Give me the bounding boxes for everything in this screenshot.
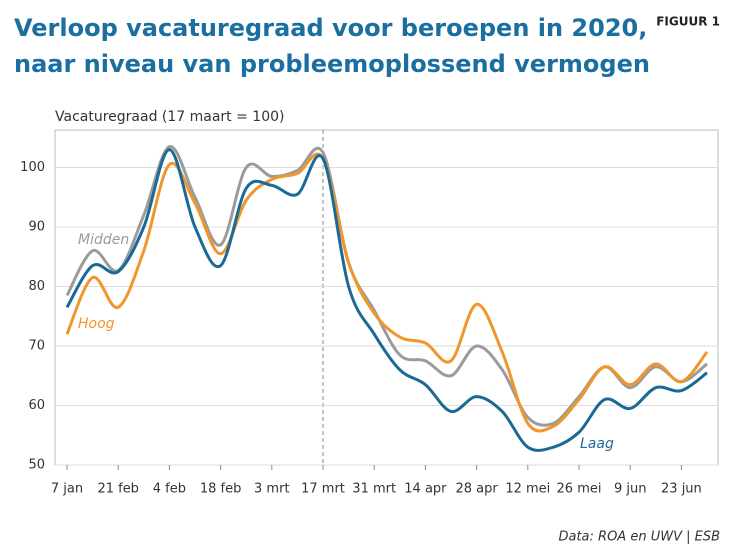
figure-label: FIGUUR 1 bbox=[656, 15, 720, 29]
series-line bbox=[65, 145, 708, 427]
x-tick-label: 7 jan bbox=[51, 482, 83, 497]
x-tick-label: 23 jun bbox=[661, 482, 702, 497]
series-line bbox=[65, 148, 708, 452]
legend-label: Hoog bbox=[78, 316, 115, 332]
source: Data: ROA en UWV | ESB bbox=[558, 530, 720, 545]
chart-subtitle: naar niveau van probleemoplossend vermog… bbox=[14, 50, 650, 78]
legend-label: Midden bbox=[78, 232, 129, 248]
x-tick-label: 14 apr bbox=[404, 482, 447, 497]
x-tick-label: 12 mei bbox=[505, 482, 550, 497]
y-tick-label: 90 bbox=[28, 219, 45, 234]
series-line bbox=[65, 152, 709, 433]
x-tick-label: 4 feb bbox=[153, 482, 186, 497]
x-tick-label: 18 feb bbox=[200, 482, 242, 497]
legend-label: Laag bbox=[580, 436, 614, 452]
x-tick-label: 28 apr bbox=[455, 482, 498, 497]
chart-title: Verloop vacaturegraad voor beroepen in 2… bbox=[14, 14, 647, 42]
x-tick-label: 9 jun bbox=[614, 482, 647, 497]
y-tick-label: 50 bbox=[28, 458, 45, 473]
y-tick-label: 80 bbox=[28, 279, 45, 294]
y-tick-label: 70 bbox=[28, 338, 45, 353]
x-tick-label: 21 feb bbox=[97, 482, 139, 497]
y-tick-label: 100 bbox=[20, 160, 45, 175]
y-axis-label: Vacaturegraad (17 maart = 100) bbox=[55, 109, 285, 125]
x-tick-label: 17 mrt bbox=[301, 482, 345, 497]
x-tick-label: 3 mrt bbox=[254, 482, 290, 497]
x-tick-label: 31 mrt bbox=[352, 482, 396, 497]
x-tick-label: 26 mei bbox=[557, 482, 602, 497]
y-tick-label: 60 bbox=[28, 398, 45, 413]
